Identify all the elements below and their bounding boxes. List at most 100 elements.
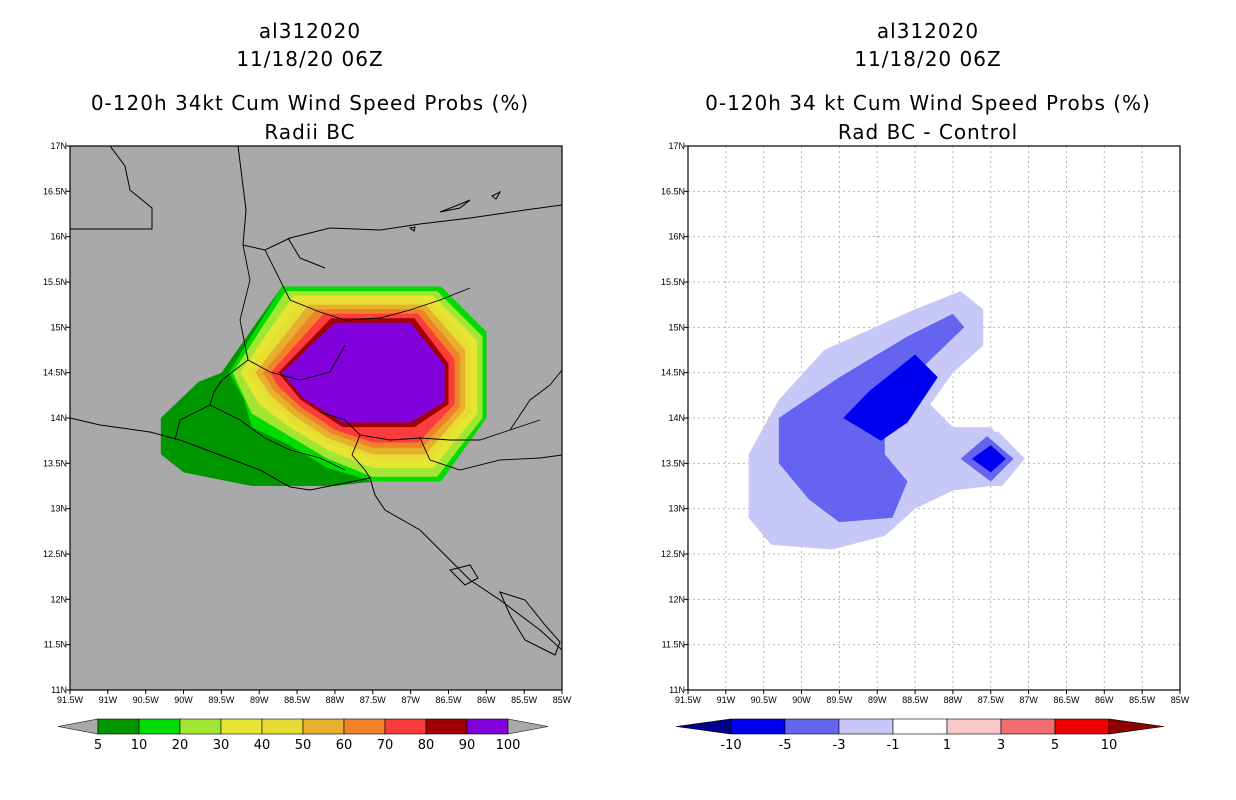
colorbar-label: 70 <box>377 738 394 753</box>
right-subtitle: Rad BC - Control <box>837 120 1019 144</box>
x-tick-label: 90W <box>792 695 811 705</box>
y-tick-label: 11N <box>51 685 67 695</box>
y-tick-label: 17N <box>50 141 67 151</box>
colorbar-swatch <box>838 718 894 735</box>
x-tick-label: 89W <box>250 695 269 705</box>
left-borders <box>174 244 562 479</box>
y-tick-label: 14.5N <box>661 368 685 378</box>
colorbar-label: 40 <box>254 738 271 753</box>
x-tick-label: 89.5W <box>826 695 853 705</box>
x-tick-label: 86.5W <box>1053 695 1080 705</box>
y-tick-label: 14.5N <box>43 368 67 378</box>
x-tick-label: 90W <box>174 695 193 705</box>
colorbar-swatch <box>1000 718 1056 735</box>
colorbar-label: 30 <box>213 738 230 753</box>
x-tick-label: 86.5W <box>435 695 462 705</box>
colorbar-label: 90 <box>459 738 476 753</box>
colorbar-label: -3 <box>833 738 846 753</box>
colorbar-swatch <box>466 718 509 735</box>
y-tick-label: 11N <box>669 685 685 695</box>
colorbar-label: 60 <box>336 738 353 753</box>
y-tick-label: 11.5N <box>662 640 685 650</box>
x-tick-label: 87W <box>401 695 420 705</box>
colorbar-swatch <box>425 718 468 735</box>
colorbar-swatch <box>261 718 304 735</box>
contour-level-neg5 <box>843 354 938 441</box>
x-tick-label: 88W <box>326 695 345 705</box>
left-datetime: 11/18/20 06Z <box>236 47 384 71</box>
colorbar-label: 100 <box>496 738 521 753</box>
right-colorbar: -10 -5 -3 -1 1 3 5 10 <box>675 718 1165 753</box>
x-tick-label: 90.5W <box>133 695 160 705</box>
x-tick-label: 85.5W <box>511 695 538 705</box>
colorbar-label: 5 <box>1051 738 1059 753</box>
y-tick-label: 12N <box>668 594 685 604</box>
colorbar-swatch <box>343 718 386 735</box>
y-tick-label: 13.5N <box>661 458 685 468</box>
y-tick-label: 16.5N <box>661 186 685 196</box>
colorbar-swatch <box>1054 718 1110 735</box>
y-tick-label: 13N <box>50 504 67 514</box>
x-tick-label: 91.5W <box>675 695 702 705</box>
x-tick-label: 87W <box>1019 695 1038 705</box>
y-tick-label: 14N <box>50 413 67 423</box>
left-map-panel: 91.5W 91W 90.5W 90W 89.5W 89W 88.5W 88W 87.5W 87W… <box>43 141 572 753</box>
x-tick-label: 89W <box>868 695 887 705</box>
colorbar-swatch <box>730 718 786 735</box>
colorbar-swatch <box>97 718 140 735</box>
x-tick-label: 85W <box>553 695 572 705</box>
y-tick-label: 13N <box>668 504 685 514</box>
colorbar-label: 1 <box>943 738 951 753</box>
contour-level-neg5 <box>971 445 1006 473</box>
left-subtitle: Radii BC <box>264 120 356 144</box>
colorbar-label: 3 <box>997 738 1005 753</box>
x-tick-label: 88.5W <box>284 695 311 705</box>
x-tick-label: 89.5W <box>208 695 235 705</box>
x-tick-label: 88.5W <box>902 695 929 705</box>
y-tick-label: 16.5N <box>43 186 67 196</box>
left-contour-layer <box>160 286 487 486</box>
x-tick-label: 85W <box>1171 695 1190 705</box>
y-tick-label: 13.5N <box>43 458 67 468</box>
y-tick-label: 14N <box>668 413 685 423</box>
left-colorbar: 5 10 20 30 40 50 60 70 80 90 100 <box>57 718 549 753</box>
x-tick-label: 91W <box>99 695 118 705</box>
colorbar-low-triangle <box>57 718 99 735</box>
colorbar-high-triangle <box>507 718 549 735</box>
colorbar-label: 5 <box>94 738 102 753</box>
colorbar-swatch <box>784 718 840 735</box>
y-tick-label: 12N <box>50 594 67 604</box>
colorbar-label: -10 <box>720 738 741 753</box>
x-tick-label: 86W <box>1095 695 1114 705</box>
colorbar-low-triangle <box>675 718 732 735</box>
y-tick-label: 15N <box>668 322 685 332</box>
y-tick-label: 15.5N <box>43 277 67 287</box>
y-tick-label: 16N <box>668 232 685 242</box>
x-tick-label: 88W <box>944 695 963 705</box>
right-storm-title: al312020 <box>876 19 980 43</box>
right-chart-title: 0-120h 34 kt Cum Wind Speed Probs (%) <box>705 91 1151 115</box>
colorbar-label: 80 <box>418 738 435 753</box>
right-map-panel: 91.5W 91W 90.5W 90W 89.5W 89W 88.5W 88W 87.5W 87W… <box>661 141 1190 753</box>
colorbar-high-triangle <box>1108 718 1165 735</box>
x-tick-label: 91.5W <box>57 695 84 705</box>
colorbar-swatch <box>138 718 181 735</box>
y-tick-label: 16N <box>50 232 67 242</box>
colorbar-swatch <box>302 718 345 735</box>
y-tick-label: 12.5N <box>43 549 67 559</box>
right-contour-layer <box>748 291 1025 550</box>
contour-level-90 <box>281 322 445 423</box>
x-tick-label: 90.5W <box>751 695 778 705</box>
x-tick-label: 86W <box>477 695 496 705</box>
y-tick-label: 11.5N <box>44 640 67 650</box>
colorbar-swatch <box>179 718 222 735</box>
colorbar-swatch <box>220 718 263 735</box>
colorbar-label: 20 <box>172 738 189 753</box>
y-tick-label: 15N <box>50 322 67 332</box>
y-tick-label: 12.5N <box>661 549 685 559</box>
y-tick-label: 15.5N <box>661 277 685 287</box>
colorbar-label: -5 <box>779 738 792 753</box>
right-axis-ticks: 91.5W 91W 90.5W 90W 89.5W 89W 88.5W 88W 87.5W 87W… <box>661 141 1190 705</box>
left-chart-title: 0-120h 34kt Cum Wind Speed Probs (%) <box>90 91 530 115</box>
colorbar-swatch <box>946 718 1002 735</box>
